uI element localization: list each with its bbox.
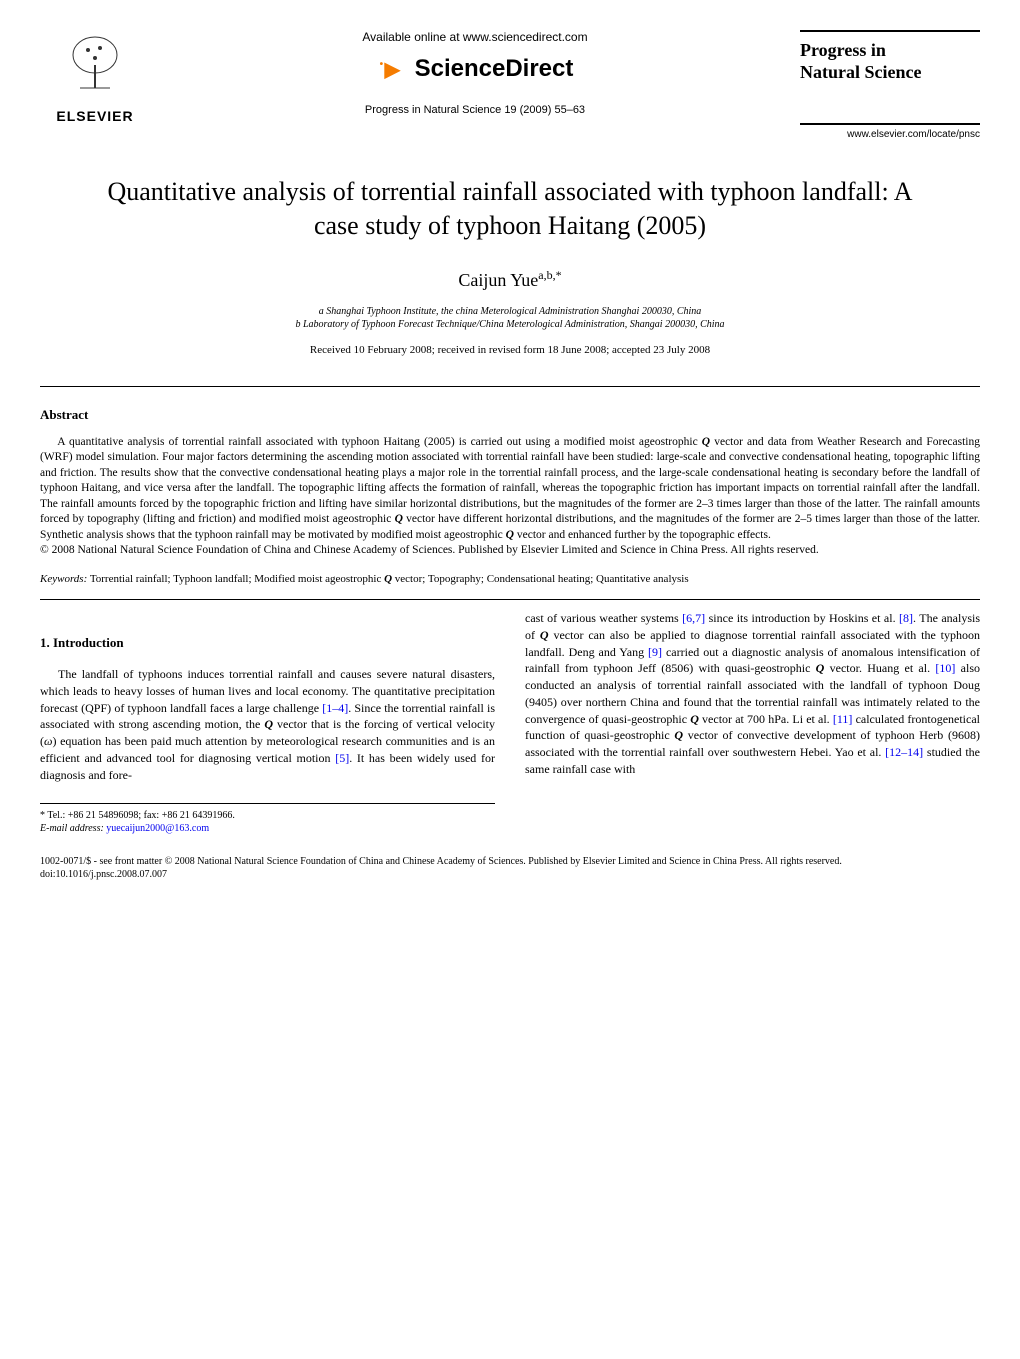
footnote-email-label: E-mail address: [40, 823, 104, 834]
affiliation-a: a Shanghai Typhoon Institute, the china … [40, 306, 980, 317]
header-row: ELSEVIER Available online at www.science… [40, 30, 980, 140]
intro-col2-text: cast of various weather systems [6,7] si… [525, 610, 980, 778]
author-superscript: a,b,* [538, 268, 561, 282]
doi-line: doi:10.1016/j.pnsc.2008.07.007 [40, 868, 980, 881]
ref-link-9[interactable]: [9] [648, 645, 662, 659]
ref-link-5[interactable]: [5] [335, 751, 349, 765]
divider-bottom [40, 599, 980, 600]
footnote-tel: * Tel.: +86 21 54896098; fax: +86 21 643… [40, 809, 495, 822]
ref-link-6-7[interactable]: [6,7] [682, 611, 705, 625]
sciencedirect-text: ScienceDirect [415, 55, 574, 83]
ref-link-11[interactable]: [11] [833, 712, 853, 726]
sciencedirect-logo: ScienceDirect [170, 54, 780, 84]
journal-title-line2: Natural Science [800, 62, 980, 84]
right-column: cast of various weather systems [6,7] si… [525, 610, 980, 836]
ref-link-1-4[interactable]: [1–4] [322, 701, 348, 715]
ref-link-8[interactable]: [8] [899, 611, 913, 625]
intro-heading: 1. Introduction [40, 635, 495, 651]
journal-reference: Progress in Natural Science 19 (2009) 55… [170, 104, 780, 116]
journal-title-line1: Progress in [800, 40, 980, 62]
journal-url: www.elsevier.com/locate/pnsc [800, 123, 980, 140]
available-online-text: Available online at www.sciencedirect.co… [170, 30, 780, 44]
journal-title-box: Progress in Natural Science www.elsevier… [800, 30, 980, 140]
abstract-copyright: © 2008 National Natural Science Foundati… [40, 543, 980, 559]
left-column: 1. Introduction The landfall of typhoons… [40, 610, 495, 836]
abstract-heading: Abstract [40, 407, 980, 423]
issn-line: 1002-0071/$ - see front matter © 2008 Na… [40, 855, 980, 868]
elsevier-logo: ELSEVIER [40, 30, 150, 124]
divider-top [40, 386, 980, 387]
sciencedirect-icon [377, 54, 407, 84]
article-title: Quantitative analysis of torrential rain… [100, 175, 920, 243]
abstract-text: A quantitative analysis of torrential ra… [40, 435, 980, 544]
center-header-block: Available online at www.sciencedirect.co… [150, 30, 800, 116]
affiliation-b: b Laboratory of Typhoon Forecast Techniq… [40, 319, 980, 330]
footnote-section: * Tel.: +86 21 54896098; fax: +86 21 643… [40, 803, 495, 835]
bottom-info: 1002-0071/$ - see front matter © 2008 Na… [40, 855, 980, 881]
intro-col1-text: The landfall of typhoons induces torrent… [40, 666, 495, 784]
elsevier-name: ELSEVIER [40, 108, 150, 124]
ref-link-12-14[interactable]: [12–14] [885, 745, 923, 759]
author-text: Caijun Yue [458, 270, 538, 290]
ref-link-10[interactable]: [10] [935, 661, 955, 675]
author-name: Caijun Yuea,b,* [40, 268, 980, 291]
footnote-email-link[interactable]: yuecaijun2000@163.com [104, 823, 209, 834]
keywords-line: Keywords: Torrential rainfall; Typhoon l… [40, 573, 980, 585]
keywords-label: Keywords: [40, 573, 87, 585]
footnote-email: E-mail address: yuecaijun2000@163.com [40, 822, 495, 835]
elsevier-tree-icon [40, 30, 150, 108]
keywords-text: Torrential rainfall; Typhoon landfall; M… [87, 573, 688, 585]
article-dates: Received 10 February 2008; received in r… [40, 344, 980, 356]
two-column-layout: 1. Introduction The landfall of typhoons… [40, 610, 980, 836]
